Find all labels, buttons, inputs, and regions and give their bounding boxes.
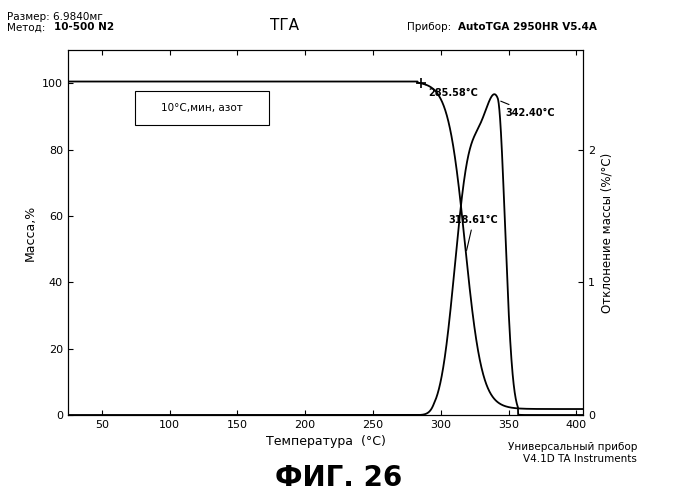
Text: 285.58°C: 285.58°C (424, 84, 479, 98)
Text: V4.1D TA Instruments: V4.1D TA Instruments (523, 454, 637, 464)
Text: 318.61°C: 318.61°C (449, 214, 498, 250)
Text: Метод:: Метод: (7, 22, 45, 32)
FancyBboxPatch shape (135, 92, 269, 124)
X-axis label: Температура  (°C): Температура (°C) (266, 436, 385, 448)
Text: Прибор:: Прибор: (407, 22, 451, 32)
Text: ТГА: ТГА (271, 18, 299, 32)
Y-axis label: Масса,%: Масса,% (23, 204, 37, 260)
Text: 342.40°C: 342.40°C (501, 101, 555, 118)
Text: 10°C,мин, азот: 10°C,мин, азот (161, 103, 243, 113)
Text: AutoTGA 2950HR V5.4A: AutoTGA 2950HR V5.4A (458, 22, 597, 32)
Text: Размер: 6.9840мг: Размер: 6.9840мг (7, 12, 102, 22)
Text: 10-500 N2: 10-500 N2 (54, 22, 115, 32)
Text: Универсальный прибор: Универсальный прибор (508, 442, 637, 452)
Y-axis label: Отклонение массы (%/°C): Отклонение массы (%/°C) (601, 152, 614, 312)
Text: ФИГ. 26: ФИГ. 26 (275, 464, 403, 492)
